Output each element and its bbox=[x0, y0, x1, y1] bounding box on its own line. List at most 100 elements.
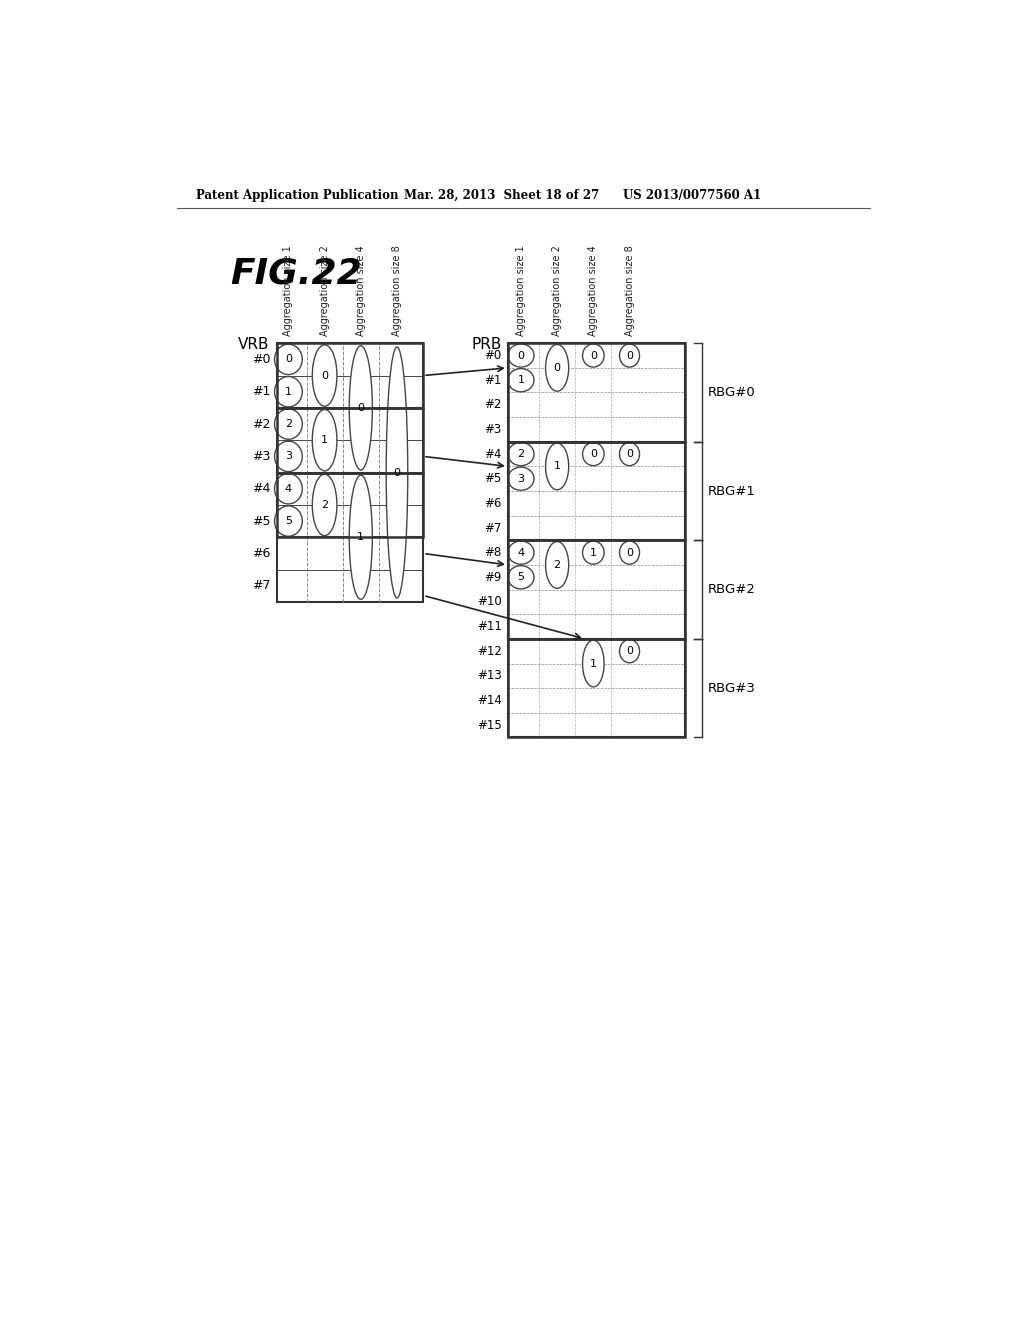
Ellipse shape bbox=[274, 474, 302, 504]
Text: 3: 3 bbox=[517, 474, 524, 483]
Ellipse shape bbox=[546, 345, 568, 391]
Ellipse shape bbox=[312, 345, 337, 407]
Text: 0: 0 bbox=[285, 354, 292, 364]
Ellipse shape bbox=[312, 409, 337, 471]
Text: Aggregation size 1: Aggregation size 1 bbox=[516, 244, 526, 335]
Ellipse shape bbox=[274, 376, 302, 407]
Text: Aggregation size 4: Aggregation size 4 bbox=[355, 244, 366, 335]
Text: 0: 0 bbox=[554, 363, 561, 372]
Ellipse shape bbox=[620, 541, 640, 564]
Text: 5: 5 bbox=[285, 516, 292, 527]
Text: Aggregation size 1: Aggregation size 1 bbox=[284, 244, 294, 335]
Text: 1: 1 bbox=[590, 548, 597, 557]
Ellipse shape bbox=[312, 474, 337, 536]
Text: VRB: VRB bbox=[238, 337, 269, 352]
Text: #7: #7 bbox=[484, 521, 502, 535]
Bar bbox=[276, 343, 423, 408]
Bar bbox=[276, 473, 423, 537]
Text: 5: 5 bbox=[517, 573, 524, 582]
Text: 0: 0 bbox=[626, 449, 633, 459]
Ellipse shape bbox=[274, 506, 302, 536]
Text: 0: 0 bbox=[357, 403, 365, 413]
Text: #0: #0 bbox=[484, 348, 502, 362]
Text: Aggregation size 2: Aggregation size 2 bbox=[319, 244, 330, 335]
Text: Aggregation size 2: Aggregation size 2 bbox=[552, 244, 562, 335]
Text: 0: 0 bbox=[626, 647, 633, 656]
Bar bbox=[276, 408, 423, 473]
Text: #6: #6 bbox=[252, 546, 270, 560]
Text: #2: #2 bbox=[252, 417, 270, 430]
Text: #13: #13 bbox=[477, 669, 502, 682]
Text: #3: #3 bbox=[484, 422, 502, 436]
Text: 1: 1 bbox=[590, 659, 597, 668]
Ellipse shape bbox=[583, 345, 604, 367]
Text: 1: 1 bbox=[285, 387, 292, 397]
Text: #0: #0 bbox=[252, 352, 270, 366]
Text: #10: #10 bbox=[477, 595, 502, 609]
Text: #6: #6 bbox=[484, 496, 502, 510]
Text: #2: #2 bbox=[484, 399, 502, 412]
Ellipse shape bbox=[508, 541, 535, 564]
Ellipse shape bbox=[583, 541, 604, 564]
Bar bbox=[276, 343, 423, 602]
Ellipse shape bbox=[508, 442, 535, 466]
Bar bbox=[508, 442, 685, 540]
Ellipse shape bbox=[274, 441, 302, 471]
Text: 1: 1 bbox=[322, 436, 328, 445]
Text: #4: #4 bbox=[484, 447, 502, 461]
Text: 4: 4 bbox=[285, 483, 292, 494]
Ellipse shape bbox=[274, 409, 302, 440]
Ellipse shape bbox=[620, 442, 640, 466]
Text: #11: #11 bbox=[477, 620, 502, 634]
Text: #12: #12 bbox=[477, 644, 502, 657]
Ellipse shape bbox=[546, 444, 568, 490]
Text: #5: #5 bbox=[484, 473, 502, 486]
Text: Patent Application Publication: Patent Application Publication bbox=[196, 189, 398, 202]
Text: RBG#1: RBG#1 bbox=[708, 484, 756, 498]
Ellipse shape bbox=[583, 442, 604, 466]
Ellipse shape bbox=[620, 345, 640, 367]
Text: RBG#2: RBG#2 bbox=[708, 583, 756, 597]
Ellipse shape bbox=[508, 467, 535, 490]
Text: PRB: PRB bbox=[471, 337, 502, 352]
Ellipse shape bbox=[546, 541, 568, 589]
Text: #14: #14 bbox=[477, 694, 502, 708]
Text: #4: #4 bbox=[252, 482, 270, 495]
Text: 0: 0 bbox=[626, 548, 633, 557]
Text: 0: 0 bbox=[590, 449, 597, 459]
Ellipse shape bbox=[508, 345, 535, 367]
Text: 3: 3 bbox=[285, 451, 292, 462]
Text: 2: 2 bbox=[322, 500, 328, 510]
Text: 2: 2 bbox=[517, 449, 524, 459]
Ellipse shape bbox=[508, 566, 535, 589]
Bar bbox=[508, 540, 685, 639]
Text: #9: #9 bbox=[484, 570, 502, 583]
Ellipse shape bbox=[583, 640, 604, 686]
Text: 2: 2 bbox=[554, 560, 561, 570]
Ellipse shape bbox=[349, 475, 373, 599]
Text: #8: #8 bbox=[484, 546, 502, 560]
Text: 0: 0 bbox=[590, 351, 597, 360]
Text: #5: #5 bbox=[252, 515, 270, 528]
Text: RBG#3: RBG#3 bbox=[708, 681, 756, 694]
Text: #15: #15 bbox=[477, 718, 502, 731]
Text: 1: 1 bbox=[554, 462, 561, 471]
Text: Aggregation size 8: Aggregation size 8 bbox=[392, 244, 402, 335]
Text: 2: 2 bbox=[285, 418, 292, 429]
Text: FIG.22: FIG.22 bbox=[230, 257, 362, 290]
Text: #1: #1 bbox=[252, 385, 270, 399]
Text: Aggregation size 4: Aggregation size 4 bbox=[589, 244, 598, 335]
Text: 0: 0 bbox=[517, 351, 524, 360]
Text: Aggregation size 8: Aggregation size 8 bbox=[625, 244, 635, 335]
Ellipse shape bbox=[349, 346, 373, 470]
Bar bbox=[508, 639, 685, 738]
Ellipse shape bbox=[274, 345, 302, 375]
Text: 0: 0 bbox=[393, 467, 400, 478]
Bar bbox=[508, 343, 685, 738]
Text: 1: 1 bbox=[357, 532, 365, 543]
Text: 1: 1 bbox=[517, 375, 524, 385]
Text: 4: 4 bbox=[517, 548, 524, 557]
Text: Mar. 28, 2013  Sheet 18 of 27: Mar. 28, 2013 Sheet 18 of 27 bbox=[403, 189, 599, 202]
Ellipse shape bbox=[386, 347, 408, 598]
Text: RBG#0: RBG#0 bbox=[708, 385, 756, 399]
